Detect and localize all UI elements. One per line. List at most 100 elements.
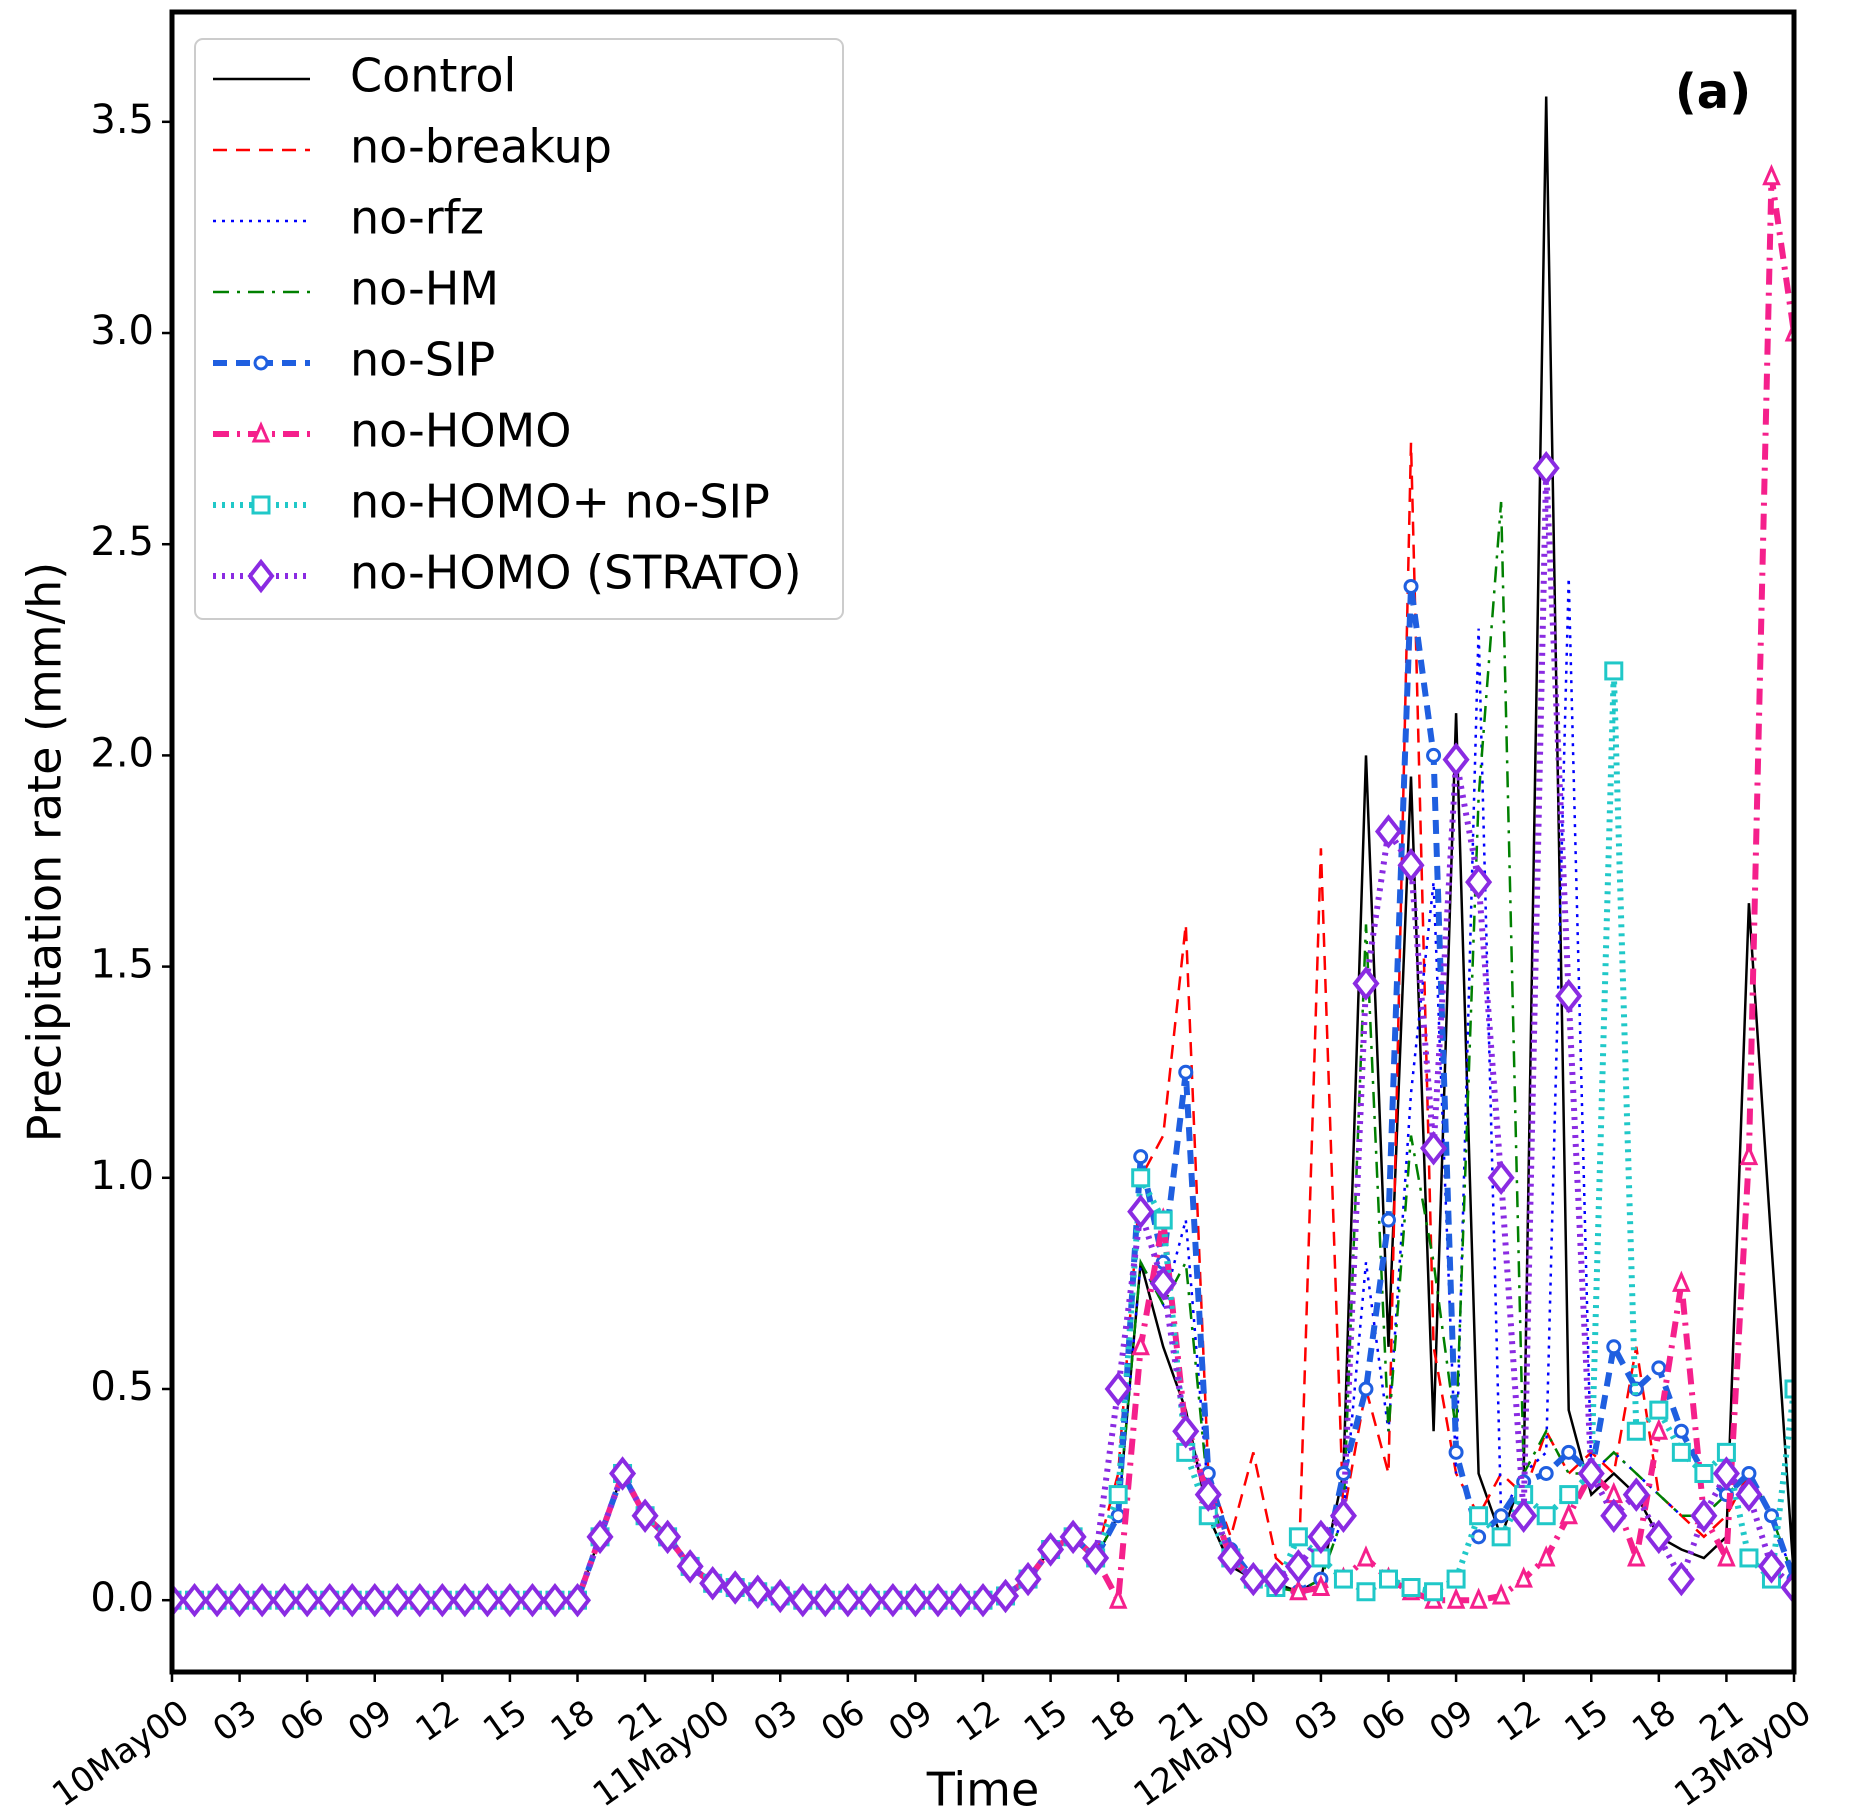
- diamond-marker: [180, 1582, 209, 1618]
- x-tick-label: 03: [1287, 1692, 1345, 1750]
- y-tick-label: 1.0: [90, 1153, 154, 1199]
- circle-marker: [253, 355, 269, 371]
- diamond-marker: [1262, 1561, 1290, 1597]
- diamond-marker: [1352, 966, 1380, 1001]
- series-line: [172, 468, 1794, 1604]
- diamond-marker: [811, 1582, 839, 1618]
- diamond-marker: [699, 1566, 727, 1601]
- diamond-marker: [1667, 1561, 1695, 1597]
- circle-marker: [1448, 1444, 1464, 1460]
- diamond-marker: [1059, 1519, 1087, 1555]
- diamond-marker: [879, 1582, 907, 1618]
- diamond-marker: [496, 1582, 524, 1618]
- diamond-marker: [1239, 1561, 1267, 1597]
- square-marker: [1694, 1463, 1714, 1483]
- x-axis-label: Time: [926, 1763, 1040, 1817]
- diamond-marker: [766, 1578, 794, 1614]
- diamond-marker: [1217, 1540, 1245, 1576]
- y-axis-label: Precipitation rate (mm/h): [18, 562, 72, 1142]
- circle-marker: [1178, 1064, 1194, 1080]
- diamond-marker: [1532, 450, 1560, 486]
- x-tick-label: 09: [341, 1692, 399, 1750]
- triangle-marker: [1627, 1545, 1646, 1567]
- diamond-marker: [1127, 1194, 1155, 1229]
- legend-label: no-HOMO+ no-SIP: [350, 475, 770, 529]
- circle-marker: [1403, 578, 1419, 594]
- x-tick-label: 18: [1625, 1692, 1683, 1750]
- series-line: [172, 670, 1794, 1604]
- diamond-marker: [1329, 1498, 1357, 1533]
- diamond-marker: [744, 1574, 772, 1609]
- diamond-marker: [203, 1582, 231, 1618]
- circle-marker: [1538, 1465, 1554, 1481]
- square-marker: [251, 495, 271, 515]
- plot-frame: [169, 9, 1797, 1675]
- square-marker: [1379, 1569, 1398, 1589]
- square-marker: [1536, 1506, 1556, 1526]
- x-tick-label: 18: [1084, 1692, 1142, 1750]
- triangle-marker: [1649, 1418, 1669, 1440]
- plot-area: [172, 96, 1794, 1618]
- circle-marker: [1493, 1508, 1509, 1524]
- diamond-marker: [1622, 1477, 1650, 1512]
- square-marker: [1469, 1506, 1489, 1526]
- circle-marker: [1561, 1444, 1577, 1460]
- triangle-marker: [1491, 1583, 1511, 1605]
- triangle-marker: [1514, 1566, 1533, 1588]
- diamond-marker: [1420, 1130, 1448, 1166]
- diamond-marker: [451, 1582, 479, 1618]
- square-marker: [1446, 1569, 1466, 1589]
- legend-label: no-HOMO: [350, 404, 571, 458]
- legend-label: no-breakup: [350, 120, 612, 174]
- square-marker: [1671, 1442, 1691, 1462]
- diamond-marker: [1577, 1456, 1605, 1491]
- square-marker: [1333, 1569, 1353, 1589]
- circle-marker: [1133, 1149, 1149, 1165]
- y-tick-label: 1.5: [90, 942, 154, 988]
- triangle-marker: [1762, 163, 1781, 186]
- circle-marker: [1651, 1360, 1667, 1376]
- legend-label: no-HM: [350, 262, 499, 316]
- square-marker: [1784, 1379, 1794, 1399]
- y-tick-label: 3.5: [90, 97, 154, 143]
- diamond-marker: [1735, 1477, 1763, 1512]
- diamond-marker: [383, 1582, 411, 1618]
- diamond-marker: [654, 1519, 682, 1555]
- diamond-marker: [247, 558, 275, 594]
- legend-label: Control: [350, 49, 516, 103]
- diamond-marker: [1284, 1549, 1312, 1584]
- diamond-marker: [924, 1582, 952, 1618]
- x-tick-label: 10May00: [45, 1692, 196, 1815]
- diamond-marker: [1172, 1413, 1200, 1449]
- x-tick-label: 09: [1422, 1692, 1480, 1750]
- square-marker: [1491, 1527, 1511, 1547]
- circle-marker: [1606, 1339, 1622, 1355]
- x-tick-label: 03: [746, 1692, 804, 1750]
- diamond-marker: [1780, 1570, 1794, 1605]
- x-tick-label: 09: [882, 1692, 940, 1750]
- diamond-marker: [1149, 1266, 1177, 1301]
- x-tick-label: 06: [273, 1692, 331, 1750]
- diamond-marker: [428, 1582, 456, 1618]
- diamond-marker: [271, 1582, 299, 1618]
- diamond-marker: [834, 1582, 862, 1618]
- diamond-marker: [563, 1582, 592, 1618]
- diamond-marker: [361, 1582, 389, 1618]
- triangle-marker: [1108, 1587, 1128, 1609]
- diamond-marker: [721, 1570, 749, 1605]
- diamond-marker: [1757, 1549, 1786, 1584]
- diamond-marker: [1690, 1498, 1718, 1533]
- square-marker: [1559, 1485, 1579, 1505]
- triangle-marker: [1469, 1587, 1488, 1609]
- diamond-marker: [1555, 978, 1583, 1014]
- diamond-marker: [676, 1549, 704, 1584]
- circle-marker: [1381, 1212, 1396, 1228]
- square-marker: [1604, 661, 1624, 681]
- x-tick-label: 12: [1490, 1692, 1548, 1750]
- triangle-marker: [1311, 1574, 1331, 1597]
- circle-marker: [1471, 1529, 1487, 1545]
- square-marker: [1356, 1582, 1376, 1602]
- x-tick-label: 12: [949, 1692, 1007, 1750]
